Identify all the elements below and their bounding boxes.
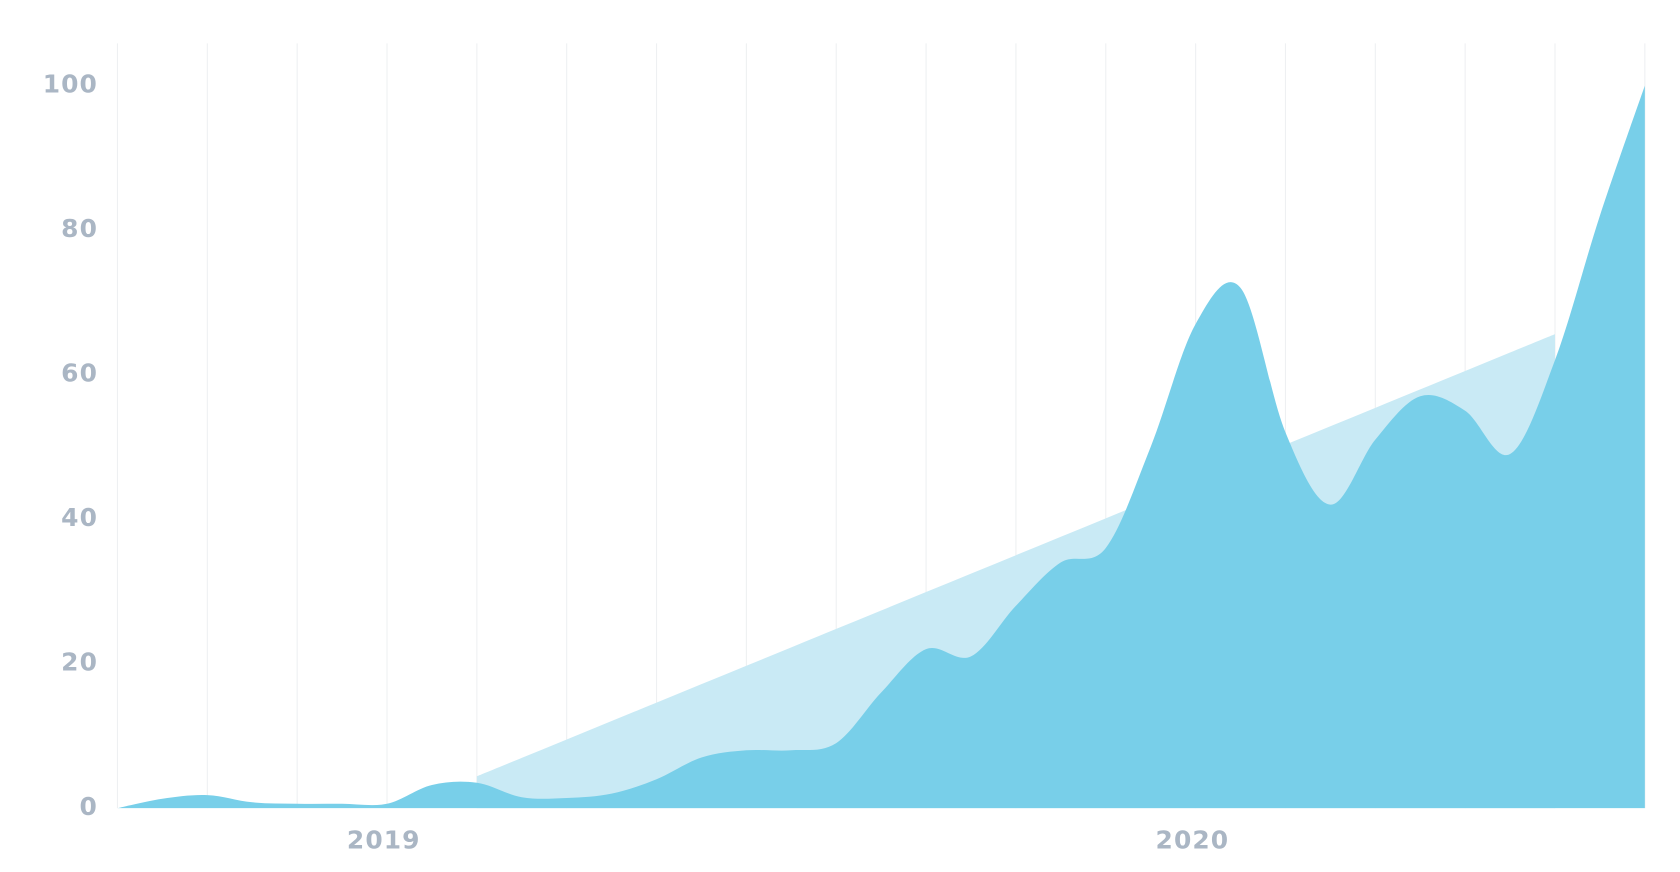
y-tick-label: 20 (61, 648, 98, 677)
y-tick-label: 0 (80, 792, 98, 821)
area (117, 85, 1645, 809)
x-tick-label: 2019 (347, 826, 421, 855)
y-tick-label: 40 (61, 503, 98, 532)
x-tick-label: 2020 (1156, 826, 1230, 855)
y-tick-label: 60 (61, 359, 98, 388)
y-tick-label: 80 (61, 214, 98, 243)
y-tick-label: 100 (43, 70, 98, 99)
